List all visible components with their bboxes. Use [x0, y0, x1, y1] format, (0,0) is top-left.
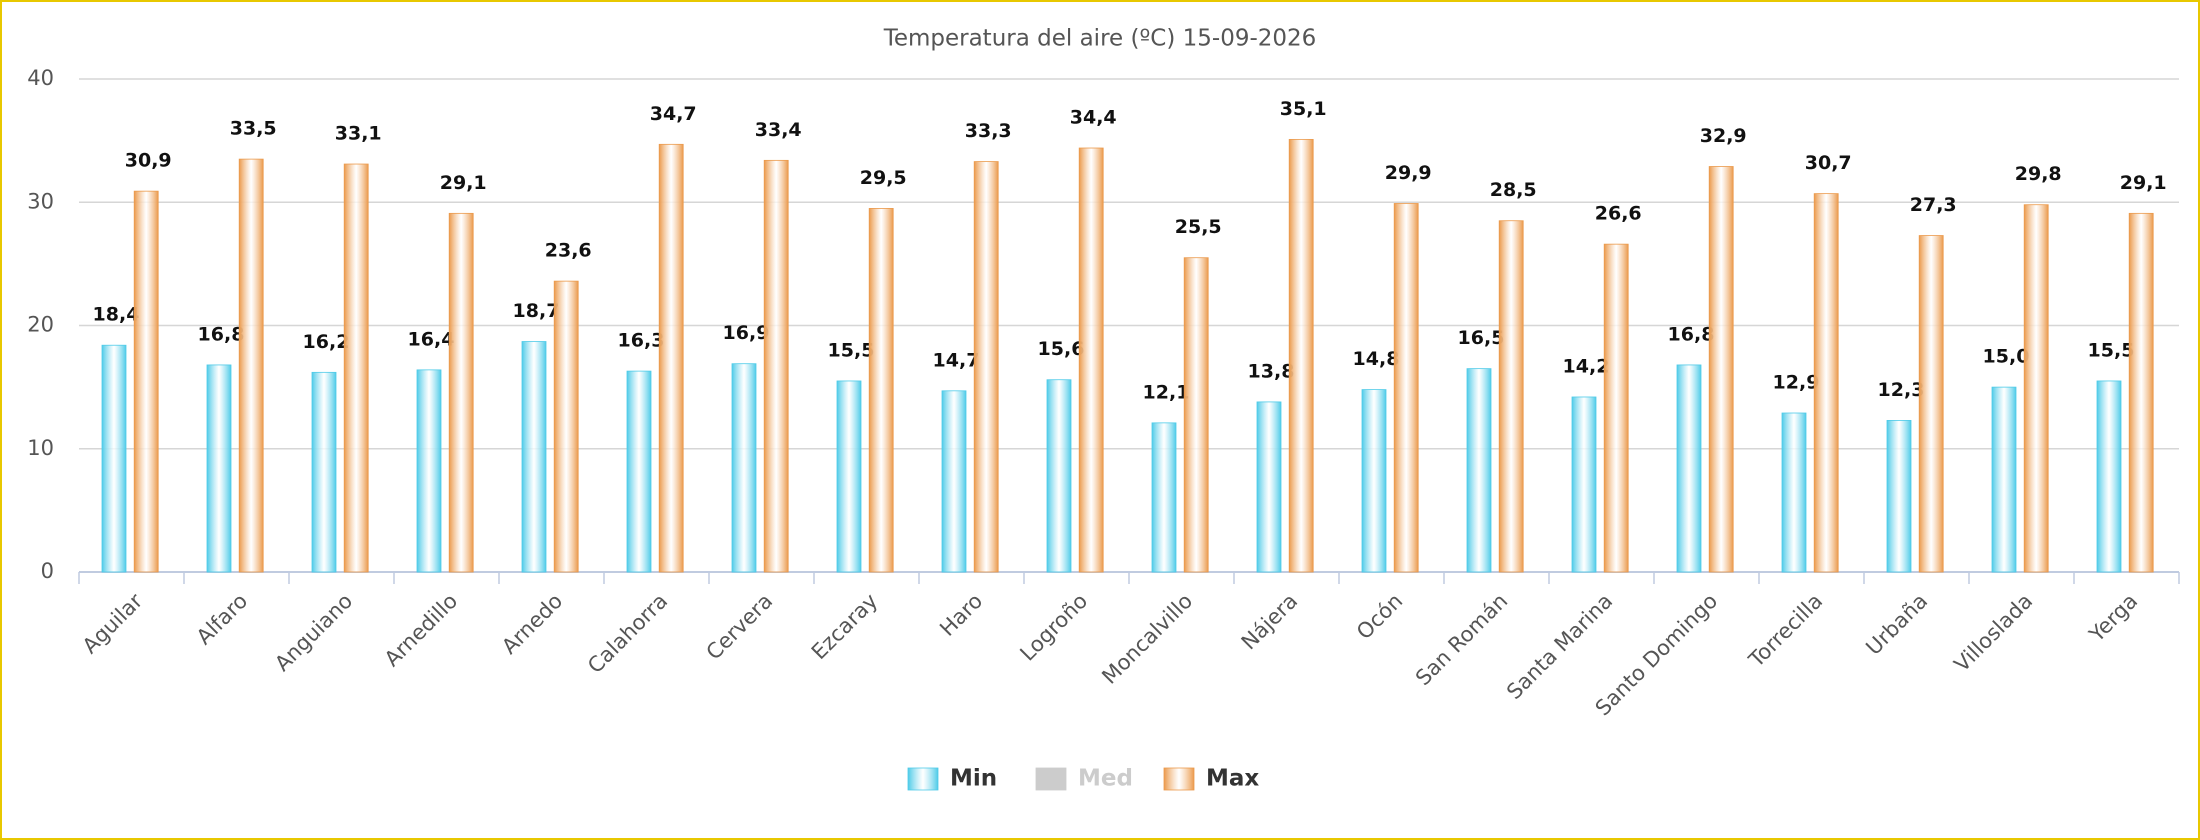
data-label: 30,7 [1805, 152, 1852, 174]
data-label: 33,3 [965, 120, 1012, 142]
bar [731, 363, 757, 573]
data-label: 25,5 [1175, 216, 1222, 238]
data-label: 27,3 [1910, 194, 1957, 216]
bar [206, 364, 232, 573]
data-label: 16,8 [198, 323, 245, 345]
bar [2128, 212, 2154, 573]
data-label: 33,5 [230, 118, 277, 140]
bar [763, 159, 789, 573]
y-tick-label: 20 [27, 313, 54, 337]
data-label: 16,5 [1458, 327, 1505, 349]
data-label: 13,8 [1248, 360, 1295, 382]
data-label: 12,9 [1773, 372, 1820, 394]
legend-swatch [1163, 767, 1195, 791]
bar [1813, 193, 1839, 573]
bar [238, 158, 264, 573]
bar [1676, 364, 1702, 573]
data-label: 29,1 [440, 172, 487, 194]
bar [1918, 235, 1944, 573]
y-tick-label: 0 [41, 559, 54, 583]
bar [1991, 386, 2017, 573]
data-label: 29,8 [2015, 163, 2062, 185]
data-label: 15,5 [2088, 339, 2135, 361]
bar [658, 143, 684, 573]
bar [133, 190, 159, 573]
data-label: 16,3 [618, 330, 665, 352]
data-label: 23,6 [545, 240, 592, 262]
bar [1886, 420, 1912, 573]
data-label: 12,3 [1878, 379, 1925, 401]
bar [2096, 380, 2122, 573]
data-label: 14,7 [933, 349, 980, 371]
bar [311, 371, 337, 573]
bar [1393, 203, 1419, 573]
bar [1708, 166, 1734, 573]
data-label: 16,9 [723, 322, 770, 344]
data-label: 29,1 [2120, 172, 2167, 194]
bar [521, 341, 547, 573]
legend-label: Med [1078, 766, 1133, 792]
bar [553, 280, 579, 573]
bar [1151, 422, 1177, 573]
legend-label: Max [1206, 766, 1259, 792]
bar [1361, 389, 1387, 573]
data-label: 15,5 [828, 339, 875, 361]
bar [343, 163, 369, 573]
bar [1781, 412, 1807, 573]
bar [941, 390, 967, 573]
bar [626, 370, 652, 573]
bar [1046, 379, 1072, 573]
bar [1078, 147, 1104, 573]
data-label: 12,1 [1143, 381, 1190, 403]
bar [416, 369, 442, 573]
y-tick-label: 30 [27, 189, 54, 213]
data-label: 35,1 [1280, 98, 1327, 120]
legend-label: Min [950, 766, 997, 792]
data-label: 18,7 [513, 300, 560, 322]
data-label: 14,8 [1353, 348, 1400, 370]
data-label: 18,4 [93, 304, 140, 326]
bar [1183, 257, 1209, 573]
data-label: 33,4 [755, 119, 802, 141]
data-label: 33,1 [335, 123, 382, 145]
bar [101, 344, 127, 573]
data-label: 29,9 [1385, 162, 1432, 184]
bar [448, 212, 474, 573]
bar [1288, 138, 1314, 573]
bar [868, 208, 894, 573]
data-label: 34,4 [1070, 107, 1117, 129]
data-label: 29,5 [860, 167, 907, 189]
legend-swatch [907, 767, 939, 791]
bar [1256, 401, 1282, 573]
y-tick-label: 40 [27, 66, 54, 90]
data-label: 15,0 [1983, 346, 2030, 368]
data-label: 14,2 [1563, 355, 1610, 377]
data-label: 16,2 [303, 331, 350, 353]
data-label: 15,6 [1038, 338, 1085, 360]
bar [1603, 243, 1629, 573]
data-label: 26,6 [1595, 203, 1642, 225]
data-label: 16,4 [408, 328, 455, 350]
bar [1498, 220, 1524, 573]
data-label: 32,9 [1700, 125, 1747, 147]
data-label: 28,5 [1490, 179, 1537, 201]
data-label: 34,7 [650, 103, 697, 125]
legend-swatch [1035, 767, 1067, 791]
y-tick-label: 10 [27, 436, 54, 460]
bar [1571, 396, 1597, 573]
bar [1466, 368, 1492, 573]
chart-title: Temperatura del aire (ºC) 15-09-2026 [883, 26, 1317, 52]
bar [836, 380, 862, 573]
bar [973, 161, 999, 573]
data-label: 16,8 [1668, 323, 1715, 345]
data-label: 30,9 [125, 150, 172, 172]
bar [2023, 204, 2049, 573]
